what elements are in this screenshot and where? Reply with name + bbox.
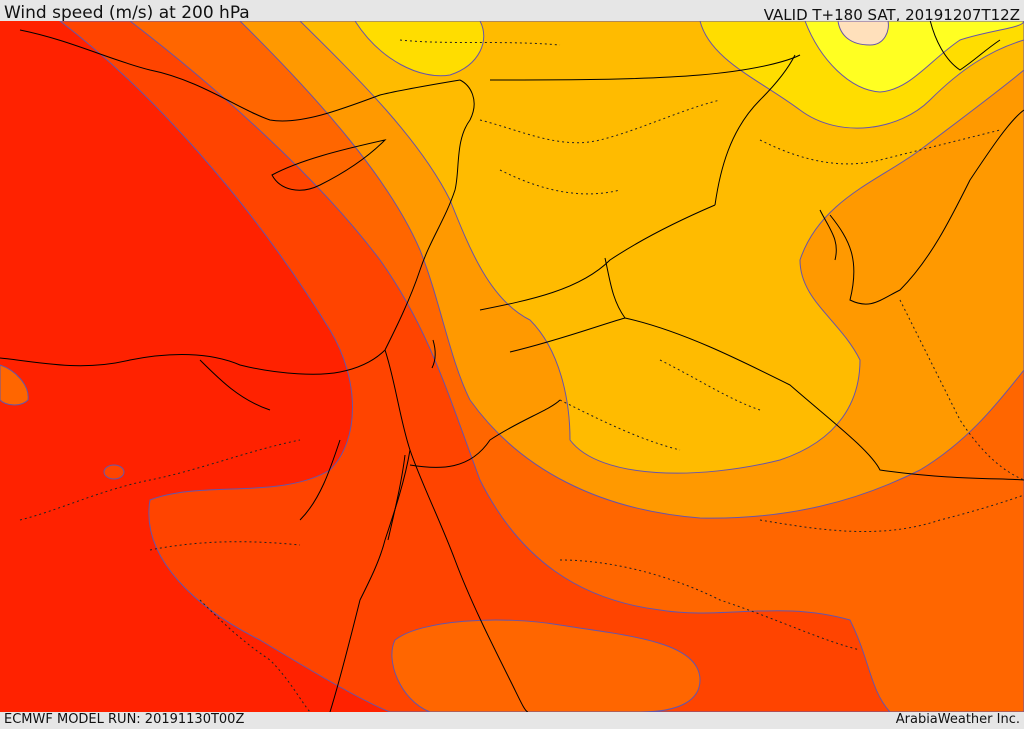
map-title: Wind speed (m/s) at 200 hPa: [4, 3, 250, 23]
small-contour-patch: [103, 464, 125, 480]
band-3-south: [391, 619, 701, 712]
model-run: ECMWF MODEL RUN: 20191130T00Z: [4, 712, 245, 727]
band-6-west: [354, 21, 485, 77]
band-8: [837, 21, 889, 46]
band-3-west-patch: [0, 364, 29, 406]
valid-time: VALID T+180 SAT, 20191207T12Z: [763, 6, 1020, 24]
band-5: [299, 21, 1024, 474]
credit: ArabiaWeather Inc.: [895, 712, 1020, 727]
wind-speed-map: [0, 21, 1024, 712]
